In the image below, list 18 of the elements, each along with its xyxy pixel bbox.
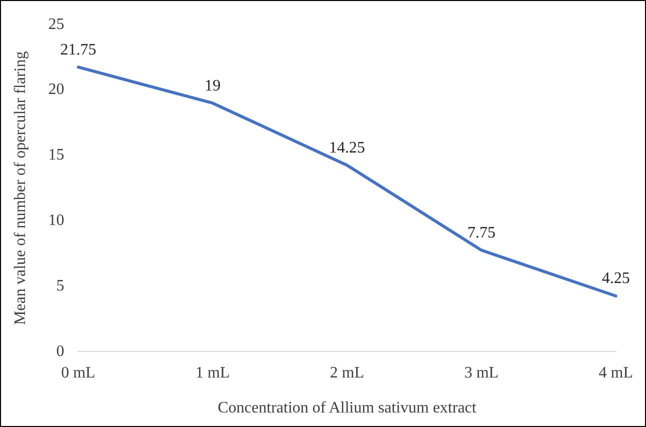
- data-label: 21.75: [60, 41, 96, 58]
- y-tick-label: 5: [56, 277, 64, 294]
- x-tick-label: 0 mL: [61, 364, 96, 382]
- y-tick-label: 0: [56, 342, 64, 360]
- x-tick-label: 3 mL: [464, 364, 499, 382]
- x-tick-label: 2 mL: [330, 364, 364, 382]
- x-tick-label: 4 mL: [598, 364, 633, 382]
- data-label: 7.75: [467, 224, 496, 242]
- y-axis-title: Mean value of number of opercular flaring: [12, 51, 29, 325]
- y-tick-label: 25: [48, 16, 64, 33]
- data-label: 4.25: [602, 270, 630, 288]
- y-tick-label: 20: [48, 81, 64, 98]
- data-label: 14.25: [329, 139, 366, 156]
- x-axis-title: Concentration of Allium sativum extract: [218, 400, 477, 417]
- data-label: 19: [204, 77, 221, 94]
- x-tick-label: 1 mL: [196, 364, 230, 382]
- y-tick-label: 10: [48, 212, 64, 230]
- y-tick-label: 15: [48, 146, 64, 164]
